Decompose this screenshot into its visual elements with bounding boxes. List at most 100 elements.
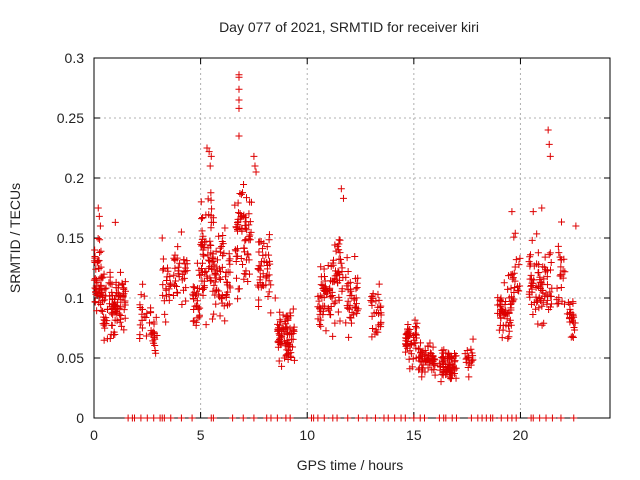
data-point (171, 264, 179, 272)
data-point (547, 292, 555, 300)
data-point (252, 168, 260, 176)
data-point (541, 263, 549, 271)
data-point (95, 299, 103, 307)
data-point (516, 282, 524, 290)
data-point (535, 261, 543, 269)
data-point (528, 236, 536, 244)
data-point (417, 339, 425, 347)
data-point (499, 326, 507, 334)
data-point (319, 302, 327, 310)
data-point (243, 226, 251, 234)
data-point (554, 242, 562, 250)
data-point (407, 350, 415, 358)
data-point (246, 198, 254, 206)
data-point (170, 271, 178, 279)
data-point (369, 292, 377, 300)
data-point (162, 318, 170, 326)
data-point (553, 284, 561, 292)
data-point (508, 208, 516, 216)
data-point (277, 332, 285, 340)
data-point (172, 277, 180, 285)
data-point (344, 414, 352, 422)
y-tick-label: 0.25 (57, 110, 84, 126)
data-point (260, 257, 268, 265)
data-point (178, 300, 186, 308)
data-point (195, 311, 203, 319)
y-axis-label: SRMTID / TECUs (7, 183, 23, 293)
y-tick-label: 0 (76, 410, 84, 426)
data-point (199, 291, 207, 299)
data-point (427, 350, 435, 358)
data-point (143, 309, 151, 317)
data-point (137, 414, 145, 422)
data-point (334, 267, 342, 275)
data-point (511, 277, 519, 285)
data-point (152, 349, 160, 357)
data-point (180, 256, 188, 264)
data-point (533, 298, 541, 306)
data-point (548, 414, 556, 422)
y-tick-label: 0.3 (65, 50, 85, 66)
data-point (174, 289, 182, 297)
data-point (177, 414, 185, 422)
data-point (497, 314, 505, 322)
data-point (409, 355, 417, 363)
data-point (217, 294, 225, 302)
data-point (331, 319, 339, 327)
data-point (532, 305, 540, 313)
data-point (544, 126, 552, 134)
data-point (529, 311, 537, 319)
data-point (208, 205, 216, 213)
data-point (106, 292, 114, 300)
data-point (232, 258, 240, 266)
data-point (120, 326, 128, 334)
data-point (265, 288, 273, 296)
data-point (546, 266, 554, 274)
data-point (417, 348, 425, 356)
data-point (506, 316, 514, 324)
data-point (150, 320, 158, 328)
data-point (450, 369, 458, 377)
data-point (342, 319, 350, 327)
data-point (420, 414, 428, 422)
data-point (416, 345, 424, 353)
data-point (208, 315, 216, 323)
data-point (426, 358, 434, 366)
data-point (242, 267, 250, 275)
data-point (374, 303, 382, 311)
data-point (335, 240, 343, 248)
data-point (327, 293, 335, 301)
data-point (535, 294, 543, 302)
data-point (319, 307, 327, 315)
data-point (174, 243, 182, 251)
data-point (442, 349, 450, 357)
data-point (202, 321, 210, 329)
data-point (320, 294, 328, 302)
data-point (351, 252, 359, 260)
data-point (338, 264, 346, 272)
data-point (235, 104, 243, 112)
data-point (105, 300, 113, 308)
data-point (430, 366, 438, 374)
data-point (538, 204, 546, 212)
data-point (213, 256, 221, 264)
data-point (352, 294, 360, 302)
data-point (467, 414, 475, 422)
data-point (198, 227, 206, 235)
data-point (510, 289, 518, 297)
data-point (539, 286, 547, 294)
data-point (102, 284, 110, 292)
data-point (197, 271, 205, 279)
data-point (274, 320, 282, 328)
data-point (557, 256, 565, 264)
data-point (406, 365, 414, 373)
data-point (289, 305, 297, 313)
data-point (501, 308, 509, 316)
data-point (91, 246, 99, 254)
data-point (289, 343, 297, 351)
data-point (232, 247, 240, 255)
data-point (99, 273, 107, 281)
data-point (322, 327, 330, 335)
data-point (99, 307, 107, 315)
data-point (138, 310, 146, 318)
